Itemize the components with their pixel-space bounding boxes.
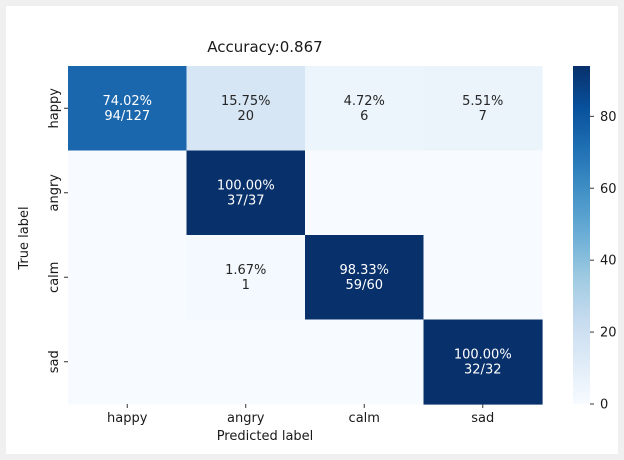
heatmap-cell-sad-sad xyxy=(423,319,543,405)
heatmap-cell-happy-sad xyxy=(423,66,543,152)
heatmap-cell-sad-calm xyxy=(305,319,425,405)
y-tick-label-calm: calm xyxy=(47,262,62,293)
cell-annotation: 98.33% 59/60 xyxy=(339,263,389,293)
colorbar-tick-label: 0 xyxy=(600,398,608,413)
confusion-matrix-chart: Accuracy:0.867 74.02% 94/127 15.75% 20 4.72%… xyxy=(17,38,617,444)
cell-annotation: 1.67% 1 xyxy=(225,263,266,293)
heatmap-cell-happy-angry xyxy=(186,66,306,152)
colorbar xyxy=(573,66,590,404)
heatmap-cell-angry-calm xyxy=(305,150,425,236)
cell-annotation: 15.75% 20 xyxy=(221,94,271,124)
x-tick-label-sad: sad xyxy=(471,411,494,426)
x-tick-label-calm: calm xyxy=(349,411,380,426)
heatmap-cell-happy-calm xyxy=(305,66,425,152)
y-tick-label-happy: happy xyxy=(47,88,62,129)
heatmap-cell-happy-happy xyxy=(68,66,188,152)
colorbar-tick-label: 60 xyxy=(600,182,617,197)
cell-annotation: 100.00% 37/37 xyxy=(217,178,275,208)
y-tick-label-angry: angry xyxy=(47,174,62,212)
heatmap-cell-angry-angry xyxy=(186,150,306,236)
heatmap-cell-sad-angry xyxy=(186,319,306,405)
x-axis-ticks: happy angry calm sad xyxy=(107,404,494,426)
colorbar-tick-label: 40 xyxy=(600,254,617,269)
x-axis-label: Predicted label xyxy=(217,429,314,444)
x-tick-label-happy: happy xyxy=(107,411,148,426)
colorbar-tick-label: 20 xyxy=(600,326,617,341)
heatmap-cell-calm-sad xyxy=(423,235,543,321)
colorbar-tick-label: 80 xyxy=(600,110,617,125)
cell-annotation: 74.02% 94/127 xyxy=(102,94,152,124)
heatmap-cell-sad-happy xyxy=(68,319,188,405)
heatmap-cells: 74.02% 94/127 15.75% 20 4.72% 6 5.51% 7 100.00% 3… xyxy=(68,66,543,405)
y-axis-label: True label xyxy=(17,206,32,270)
heatmap-cell-calm-happy xyxy=(68,235,188,321)
heatmap-cell-calm-angry xyxy=(186,235,306,321)
cell-annotation: 100.00% 32/32 xyxy=(454,347,512,377)
y-axis-ticks: happy angry calm sad xyxy=(47,88,68,373)
cell-annotation: 4.72% 6 xyxy=(344,94,385,124)
chart-frame: Accuracy:0.867 74.02% 94/127 15.75% 20 4.72%… xyxy=(6,6,618,454)
chart-title: Accuracy:0.867 xyxy=(207,38,322,56)
colorbar-ticks: 0 20 40 60 80 xyxy=(590,110,617,413)
heatmap-cell-angry-sad xyxy=(423,150,543,236)
x-tick-label-angry: angry xyxy=(227,411,265,426)
heatmap-cell-angry-happy xyxy=(68,150,188,236)
y-tick-label-sad: sad xyxy=(47,350,62,373)
heatmap-cell-calm-calm xyxy=(305,235,425,321)
cell-annotation: 5.51% 7 xyxy=(462,94,503,124)
